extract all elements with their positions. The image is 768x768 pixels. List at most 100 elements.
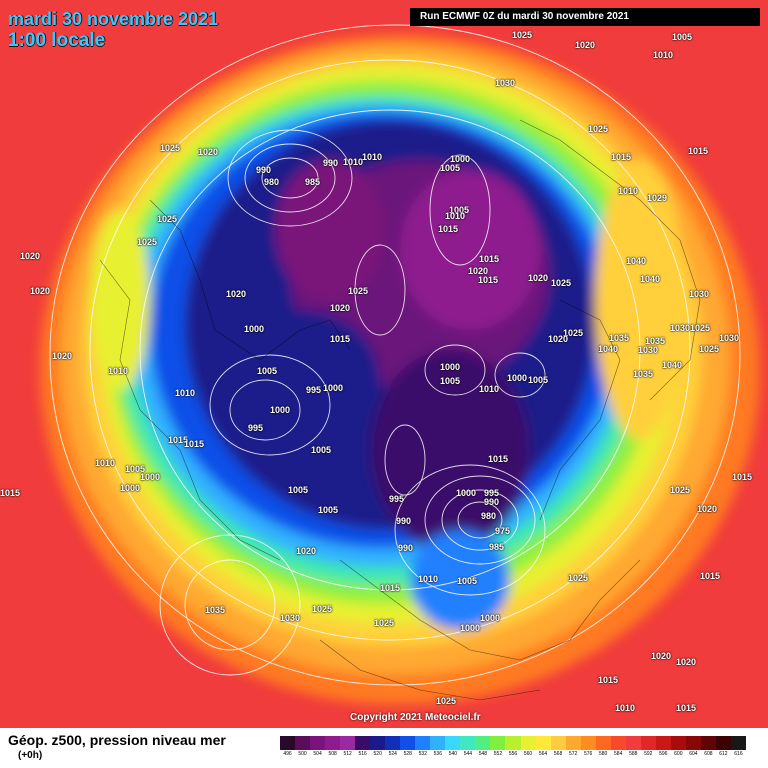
run-info: Run ECMWF 0Z du mardi 30 novembre 2021 [410,8,760,26]
color-swatch [355,736,371,750]
isobar-label: 1025 [699,344,720,354]
scale-tick: 520 [373,751,382,757]
isobar-label: 1030 [689,289,710,299]
isobar-label: 1025 [137,237,158,247]
isobar-label: 1010 [615,703,636,713]
isobar-label: 1025 [568,573,589,583]
color-scale [280,736,746,750]
isobar-label: 1035 [609,333,630,343]
isobar-label: 990 [484,497,500,507]
isobar-label: 1005 [528,375,549,385]
isobar-label: 1025 [670,485,691,495]
isobar-label: 1005 [311,445,332,455]
isobar-label: 1025 [348,286,369,296]
isobar-label: 990 [398,543,414,553]
isobar-label: 990 [396,516,412,526]
isobar-label: 1005 [257,366,278,376]
isobar-label: 1020 [52,351,73,361]
color-swatch [595,736,611,750]
color-swatch [685,736,701,750]
isobar-label: 990 [256,165,272,175]
isobar-label: 1025 [512,30,533,40]
isobar-label: 1000 [460,623,481,633]
isobar-label: 1000 [270,405,291,415]
isobar-label: 985 [489,542,505,552]
isobar-label: 1015 [438,224,459,234]
isobar-label: 1000 [323,383,344,393]
isobar-label: 1010 [362,152,383,162]
map-caption: Géop. z500, pression niveau mer [8,732,226,748]
isobar-label: 1040 [640,274,661,284]
geopotential-field [40,24,760,705]
isobar-label: 1020 [676,657,697,667]
scale-tick: 516 [358,751,367,757]
scale-tick: 564 [538,751,548,757]
isobar-label: 1010 [618,186,639,196]
isobar-label: 995 [248,423,264,433]
legend-footer: Géop. z500, pression niveau mer (+0h) 49… [0,728,768,768]
isobar-label: 1020 [330,303,351,313]
color-swatch [715,736,731,750]
isobar-label: 1040 [598,344,619,354]
isobar-label: 1025 [436,696,457,706]
color-swatch [625,736,641,750]
isobar-label: 1000 [507,373,528,383]
isobar-label: 1000 [450,154,471,164]
isobar-label: 1035 [633,369,654,379]
scale-tick: 612 [719,751,728,757]
scale-tick: 572 [568,751,578,757]
isobar-label: 1020 [697,504,718,514]
color-swatch [640,736,656,750]
color-swatch [730,736,746,750]
scale-tick: 524 [388,751,397,757]
color-swatch [610,736,626,750]
color-swatch [550,736,566,750]
scale-tick: 600 [674,751,683,757]
color-swatch [340,736,356,750]
pressure-map [40,24,760,705]
color-swatch [415,736,431,750]
isobar-label: 980 [264,177,280,187]
scale-tick: 528 [403,751,412,757]
isobar-label: 985 [305,177,321,187]
scale-tick: 576 [583,751,593,757]
scale-tick: 596 [659,751,668,757]
isobar-label: 1010 [418,574,439,584]
color-swatch [670,736,686,750]
color-swatch [370,736,386,750]
isobar-label: 1005 [288,485,309,495]
scale-tick: 616 [734,751,743,757]
isobar-label: 1010 [95,458,116,468]
isobar-label: 1015 [184,439,205,449]
isobar-label: 1035 [205,605,226,615]
color-swatch [280,736,296,750]
scale-tick: 588 [629,751,638,757]
isobar-label: 1020 [226,289,247,299]
isobar-label: 975 [495,526,511,536]
isobar-label: 1015 [380,583,401,593]
color-swatch [505,736,521,750]
scale-tick: 560 [523,751,533,757]
color-swatch [400,736,416,750]
scale-tick: 608 [704,751,713,757]
isobar-label: 1005 [672,32,693,42]
scale-tick: 532 [418,751,427,757]
scale-tick: 500 [298,751,307,757]
isobar-label: 1015 [688,146,709,156]
isobar-label: 1025 [563,328,584,338]
isobar-label: 1000 [120,483,141,493]
color-swatch [295,736,311,750]
isobar-label: 1020 [296,546,317,556]
isobar-label: 1010 [445,211,466,221]
isobar-label: 1020 [198,147,219,157]
isobar-label: 980 [481,511,497,521]
isobar-label: 1030 [495,78,516,88]
isobar-label: 1015 [598,675,619,685]
isobar-label: 1030 [719,333,740,343]
color-swatch [460,736,476,750]
isobar-label: 1030 [280,613,301,623]
color-swatch [700,736,716,750]
color-swatch [490,736,506,750]
isobar-label: 995 [306,385,322,395]
isobar-label: 1025 [160,143,181,153]
